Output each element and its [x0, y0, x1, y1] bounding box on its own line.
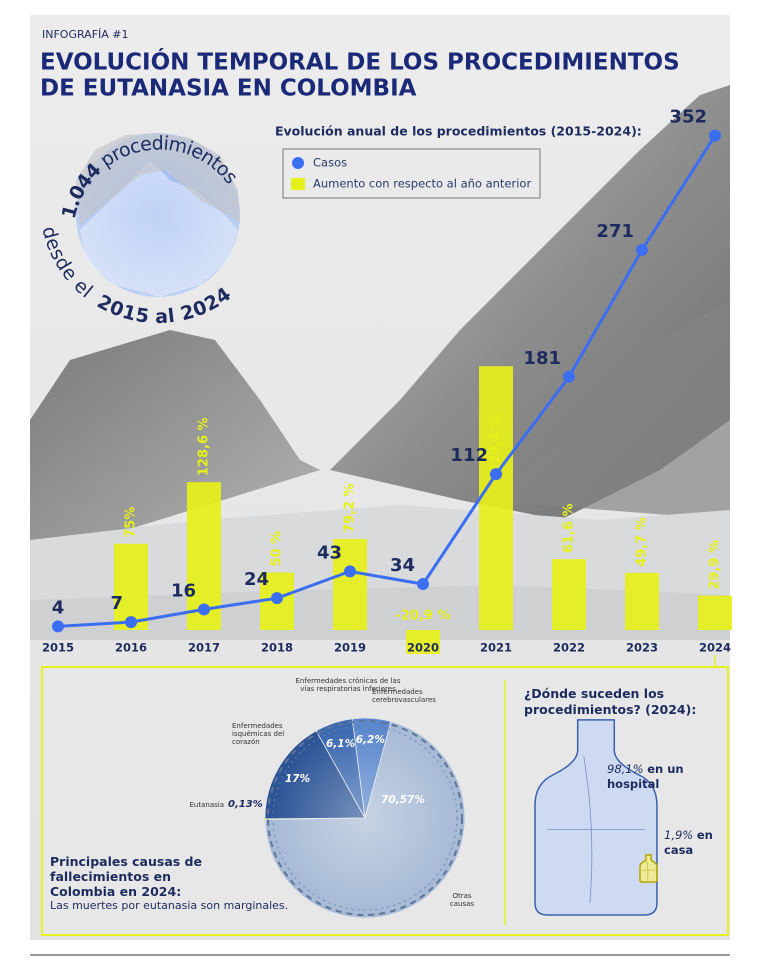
point-label: 24	[244, 569, 269, 590]
pie-title: Principales causas de fallecimientos en …	[50, 854, 202, 899]
pictogram-label: 1,9% en casa	[664, 828, 734, 858]
pie-value-label: 6,1%	[326, 738, 355, 750]
title-line: EVOLUCIÓN TEMPORAL DE LOS PROCEDIMIENTOS	[40, 48, 680, 76]
x-tick-label: 2017	[188, 641, 220, 655]
x-tick-label: 2022	[553, 641, 585, 655]
pie-value-label: 70,57%	[381, 794, 425, 806]
pie-category-label: Enfermedades isquémicas del corazón	[232, 722, 285, 746]
pie-value-label: 0,13%	[228, 799, 263, 810]
bar	[625, 572, 659, 630]
point	[490, 468, 502, 481]
point-label: 181	[523, 348, 561, 369]
point	[563, 370, 575, 383]
bar	[333, 538, 367, 630]
pictogram-detail	[547, 756, 645, 903]
pictogram-title: ¿Dónde suceden los procedimientos? (2024…	[524, 686, 697, 717]
kicker: INFOGRAFÍA #1	[42, 28, 129, 41]
pie-category-label: Otras causas	[449, 892, 475, 908]
bar	[552, 559, 586, 630]
x-tick-label: 2020	[407, 641, 439, 655]
pictogram-category: en casa	[664, 828, 713, 857]
x-tick-label: 2023	[626, 641, 658, 655]
bar-label: 50 %	[270, 531, 285, 567]
point	[709, 129, 721, 142]
legend-marker	[291, 178, 305, 190]
pictogram-bottle	[534, 719, 658, 916]
pictogram-value: 98,1%	[607, 762, 644, 776]
bar	[698, 595, 732, 630]
pictogram-value: 1,9%	[664, 828, 694, 842]
point	[52, 620, 64, 633]
pictogram-label: 98,1% en un hospital	[607, 762, 717, 792]
x-tick-label: 2019	[334, 641, 366, 655]
bar-label: 79,2 %	[343, 483, 358, 533]
title-line: DE EUTANASIA EN COLOMBIA	[40, 76, 417, 102]
legend-label: Aumento con respecto al año anterior	[313, 177, 531, 191]
badge-sky	[76, 133, 240, 225]
pictogram-bottle	[639, 854, 658, 883]
point	[417, 578, 429, 591]
legend-box	[282, 148, 541, 199]
chart-title: Evolución anual de los procedimientos (2…	[275, 124, 642, 139]
point	[198, 603, 210, 616]
pictogram-group	[639, 854, 658, 883]
pie-category-label: Enfermedades crónicas de las vías respir…	[295, 677, 401, 693]
bar-label: 61,6 %	[562, 504, 577, 554]
pie-text: Principales causas de fallecimientos en …	[50, 854, 300, 913]
pictogram-category: en un hospital	[607, 762, 684, 791]
point-label: 16	[171, 580, 196, 601]
point-label: 271	[596, 221, 634, 242]
x-tick-label: 2016	[115, 641, 147, 655]
bar-label: 49,7 %	[635, 517, 650, 567]
pie-category-label: Enfermedades cerebrovasculares	[372, 688, 436, 704]
point	[125, 616, 137, 629]
point-label: 352	[669, 107, 707, 128]
bar-label: 128,6 %	[197, 417, 212, 476]
line	[57, 134, 717, 628]
point	[271, 592, 283, 605]
point	[636, 243, 648, 256]
point-label: 4	[52, 597, 65, 618]
x-tick-label: 2021	[480, 641, 512, 655]
pie-subtitle: Las muertes por eutanasia son marginales…	[50, 899, 289, 912]
bar	[479, 366, 513, 630]
bar-label: 29,9 %	[708, 540, 723, 590]
pie-value-label: 6,2%	[356, 734, 385, 746]
bar-label: 75%	[124, 507, 139, 538]
bar-label: 229,4 %	[489, 414, 504, 473]
bar	[114, 543, 148, 630]
pie-outline	[267, 720, 463, 916]
point-label: 43	[317, 542, 342, 563]
legend-marker	[292, 157, 304, 169]
pie-category-label: Eutanasia	[189, 801, 224, 809]
pie-value-label: 17%	[285, 773, 310, 785]
point-label: 112	[450, 445, 488, 466]
point-label: 7	[110, 593, 123, 614]
mountain-ridge	[480, 300, 730, 520]
point-label: 34	[390, 555, 415, 576]
bar-label: -20,9 %	[395, 609, 450, 624]
x-tick-label: 2024	[699, 641, 731, 655]
mountain-left	[30, 330, 320, 560]
legend-label: Casos	[313, 156, 347, 170]
point	[344, 565, 356, 578]
pictogram-group	[534, 719, 658, 916]
x-tick-label: 2015	[42, 641, 74, 655]
bar	[406, 630, 440, 655]
pictogram-detail	[641, 859, 656, 881]
x-tick-label: 2018	[261, 641, 293, 655]
